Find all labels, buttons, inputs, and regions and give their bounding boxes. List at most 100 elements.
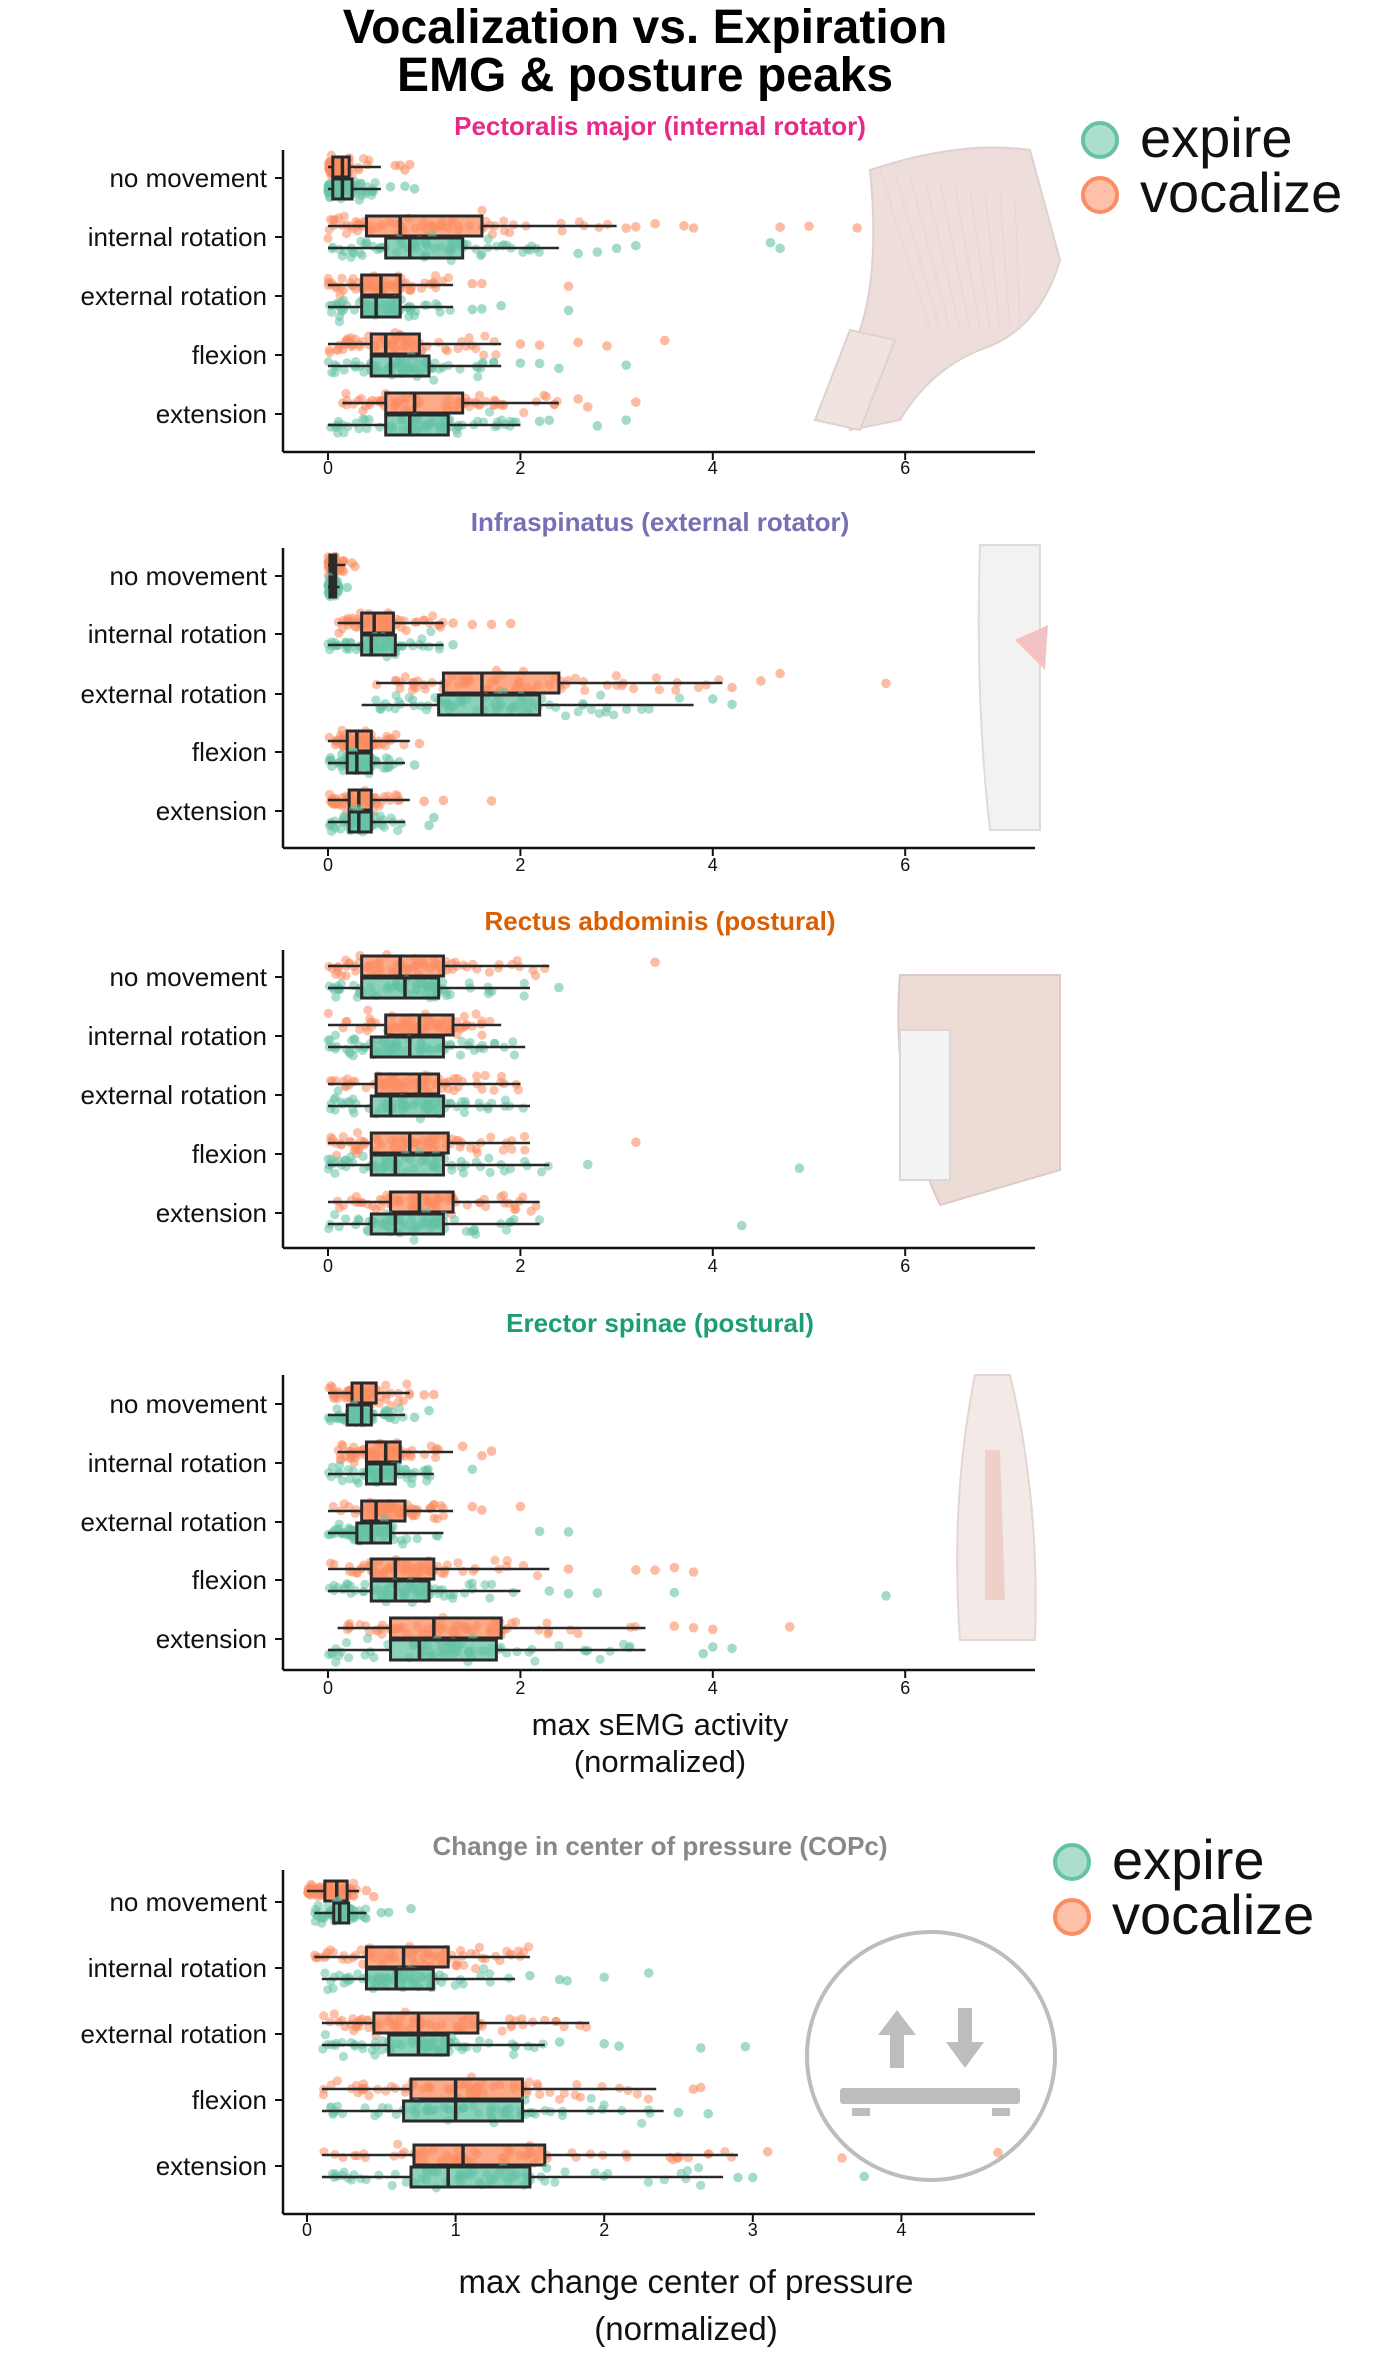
outlier-point	[669, 1587, 680, 1598]
pectoralis-shape	[841, 146, 1062, 432]
data-point	[479, 1963, 489, 1974]
iqr-box	[437, 693, 542, 717]
data-point	[328, 1501, 338, 1512]
iqr-box	[409, 2165, 532, 2189]
data-point	[462, 2042, 472, 2052]
iqr-box	[389, 1638, 498, 1662]
data-point	[637, 2118, 647, 2128]
outlier-point	[414, 738, 425, 749]
data-point	[485, 1016, 495, 1026]
box-internal-rotation-expire	[320, 1963, 654, 1995]
data-point	[484, 967, 495, 977]
outlier-point	[733, 2172, 743, 2183]
data-point	[455, 1050, 466, 1060]
data-point	[527, 2108, 538, 2118]
outlier-point	[775, 243, 785, 254]
data-point	[549, 399, 559, 410]
data-point	[371, 680, 382, 690]
data-point	[359, 1139, 369, 1150]
data-point	[341, 229, 352, 239]
data-point	[459, 1011, 469, 1022]
data-point	[323, 1008, 334, 1018]
panel-rectus-abdominis-postural: Rectus abdominis (postural) 0 2 4 6 no moveme…	[81, 906, 1035, 1276]
y-tick-label-no-movement: no movement	[109, 561, 267, 591]
muscle-fiber	[939, 181, 971, 331]
data-point	[637, 704, 647, 714]
muscle-fiber	[909, 175, 951, 331]
data-point	[570, 673, 581, 683]
box-internal-rotation-expire	[323, 626, 458, 662]
outlier-point	[621, 360, 632, 370]
cop-x-label-line1: max change center of pressure	[459, 2263, 914, 2300]
box-external-rotation-expire	[318, 2029, 751, 2062]
data-point	[477, 249, 487, 259]
data-point	[348, 2014, 358, 2024]
outlier-point	[881, 678, 891, 689]
legend-marker-vocalize	[1053, 1898, 1091, 1936]
outlier-point	[361, 1885, 372, 1896]
data-point	[478, 1043, 489, 1054]
data-point	[394, 1403, 405, 1414]
data-point	[351, 189, 361, 199]
iqr-box	[360, 295, 402, 319]
data-point	[487, 1579, 497, 1589]
outlier-point	[621, 415, 632, 425]
box-no-movement-expire	[323, 176, 420, 205]
box-external-rotation-expire	[361, 687, 737, 721]
data-point	[492, 241, 502, 251]
outlier-point	[837, 2153, 847, 2163]
outlier-point	[688, 223, 699, 233]
data-point	[384, 762, 394, 772]
outlier-point	[631, 1137, 641, 1148]
data-point	[331, 992, 341, 1002]
data-point	[477, 1030, 487, 1040]
data-point	[397, 818, 407, 828]
data-point	[625, 1641, 635, 1651]
outlier-point	[650, 1565, 660, 1575]
y-tick-label-external-rotation: external rotation	[81, 2019, 267, 2049]
data-point	[694, 2163, 704, 2173]
data-point	[330, 1168, 340, 1178]
data-point	[474, 1942, 484, 1953]
x-tick-label: 2	[515, 855, 525, 875]
iqr-box	[360, 611, 395, 635]
outlier-point	[582, 402, 593, 412]
y-tick-label-flexion: flexion	[192, 340, 267, 370]
iqr-box	[355, 1521, 393, 1545]
legend-label-vocalize: vocalize	[1140, 161, 1342, 224]
data-point	[439, 1972, 449, 1982]
outlier-point	[784, 1622, 795, 1632]
plate-foot-left	[852, 2108, 870, 2116]
outlier-point	[457, 1441, 468, 1452]
data-point	[354, 424, 364, 434]
data-point	[483, 234, 493, 244]
data-point	[360, 1650, 370, 1660]
data-point	[519, 408, 529, 418]
y-tick-label-external-rotation: external rotation	[81, 1080, 267, 1110]
data-point	[517, 2014, 527, 2024]
box-external-rotation-expire	[324, 294, 574, 327]
outlier-point	[563, 1588, 574, 1599]
data-point	[369, 1652, 379, 1663]
data-point	[501, 1225, 512, 1235]
data-point	[337, 1414, 347, 1424]
data-point	[519, 1131, 530, 1142]
outlier-point	[688, 1567, 699, 1577]
y-tick-label-extension: extension	[156, 796, 267, 826]
iqr-box	[345, 751, 373, 775]
data-point	[340, 1452, 350, 1462]
data-point	[338, 1132, 348, 1142]
outlier-point	[534, 340, 545, 350]
data-point	[472, 1148, 482, 1158]
box-internal-rotation-vocalize	[323, 1005, 502, 1040]
box-extension-vocalize	[319, 2139, 1003, 2170]
data-point	[436, 1500, 446, 1511]
data-point	[412, 1533, 422, 1544]
data-point	[350, 334, 361, 344]
outlier-point	[688, 2084, 699, 2095]
outlier-point	[748, 2172, 758, 2183]
data-point	[442, 346, 452, 356]
data-point	[459, 1960, 469, 1970]
